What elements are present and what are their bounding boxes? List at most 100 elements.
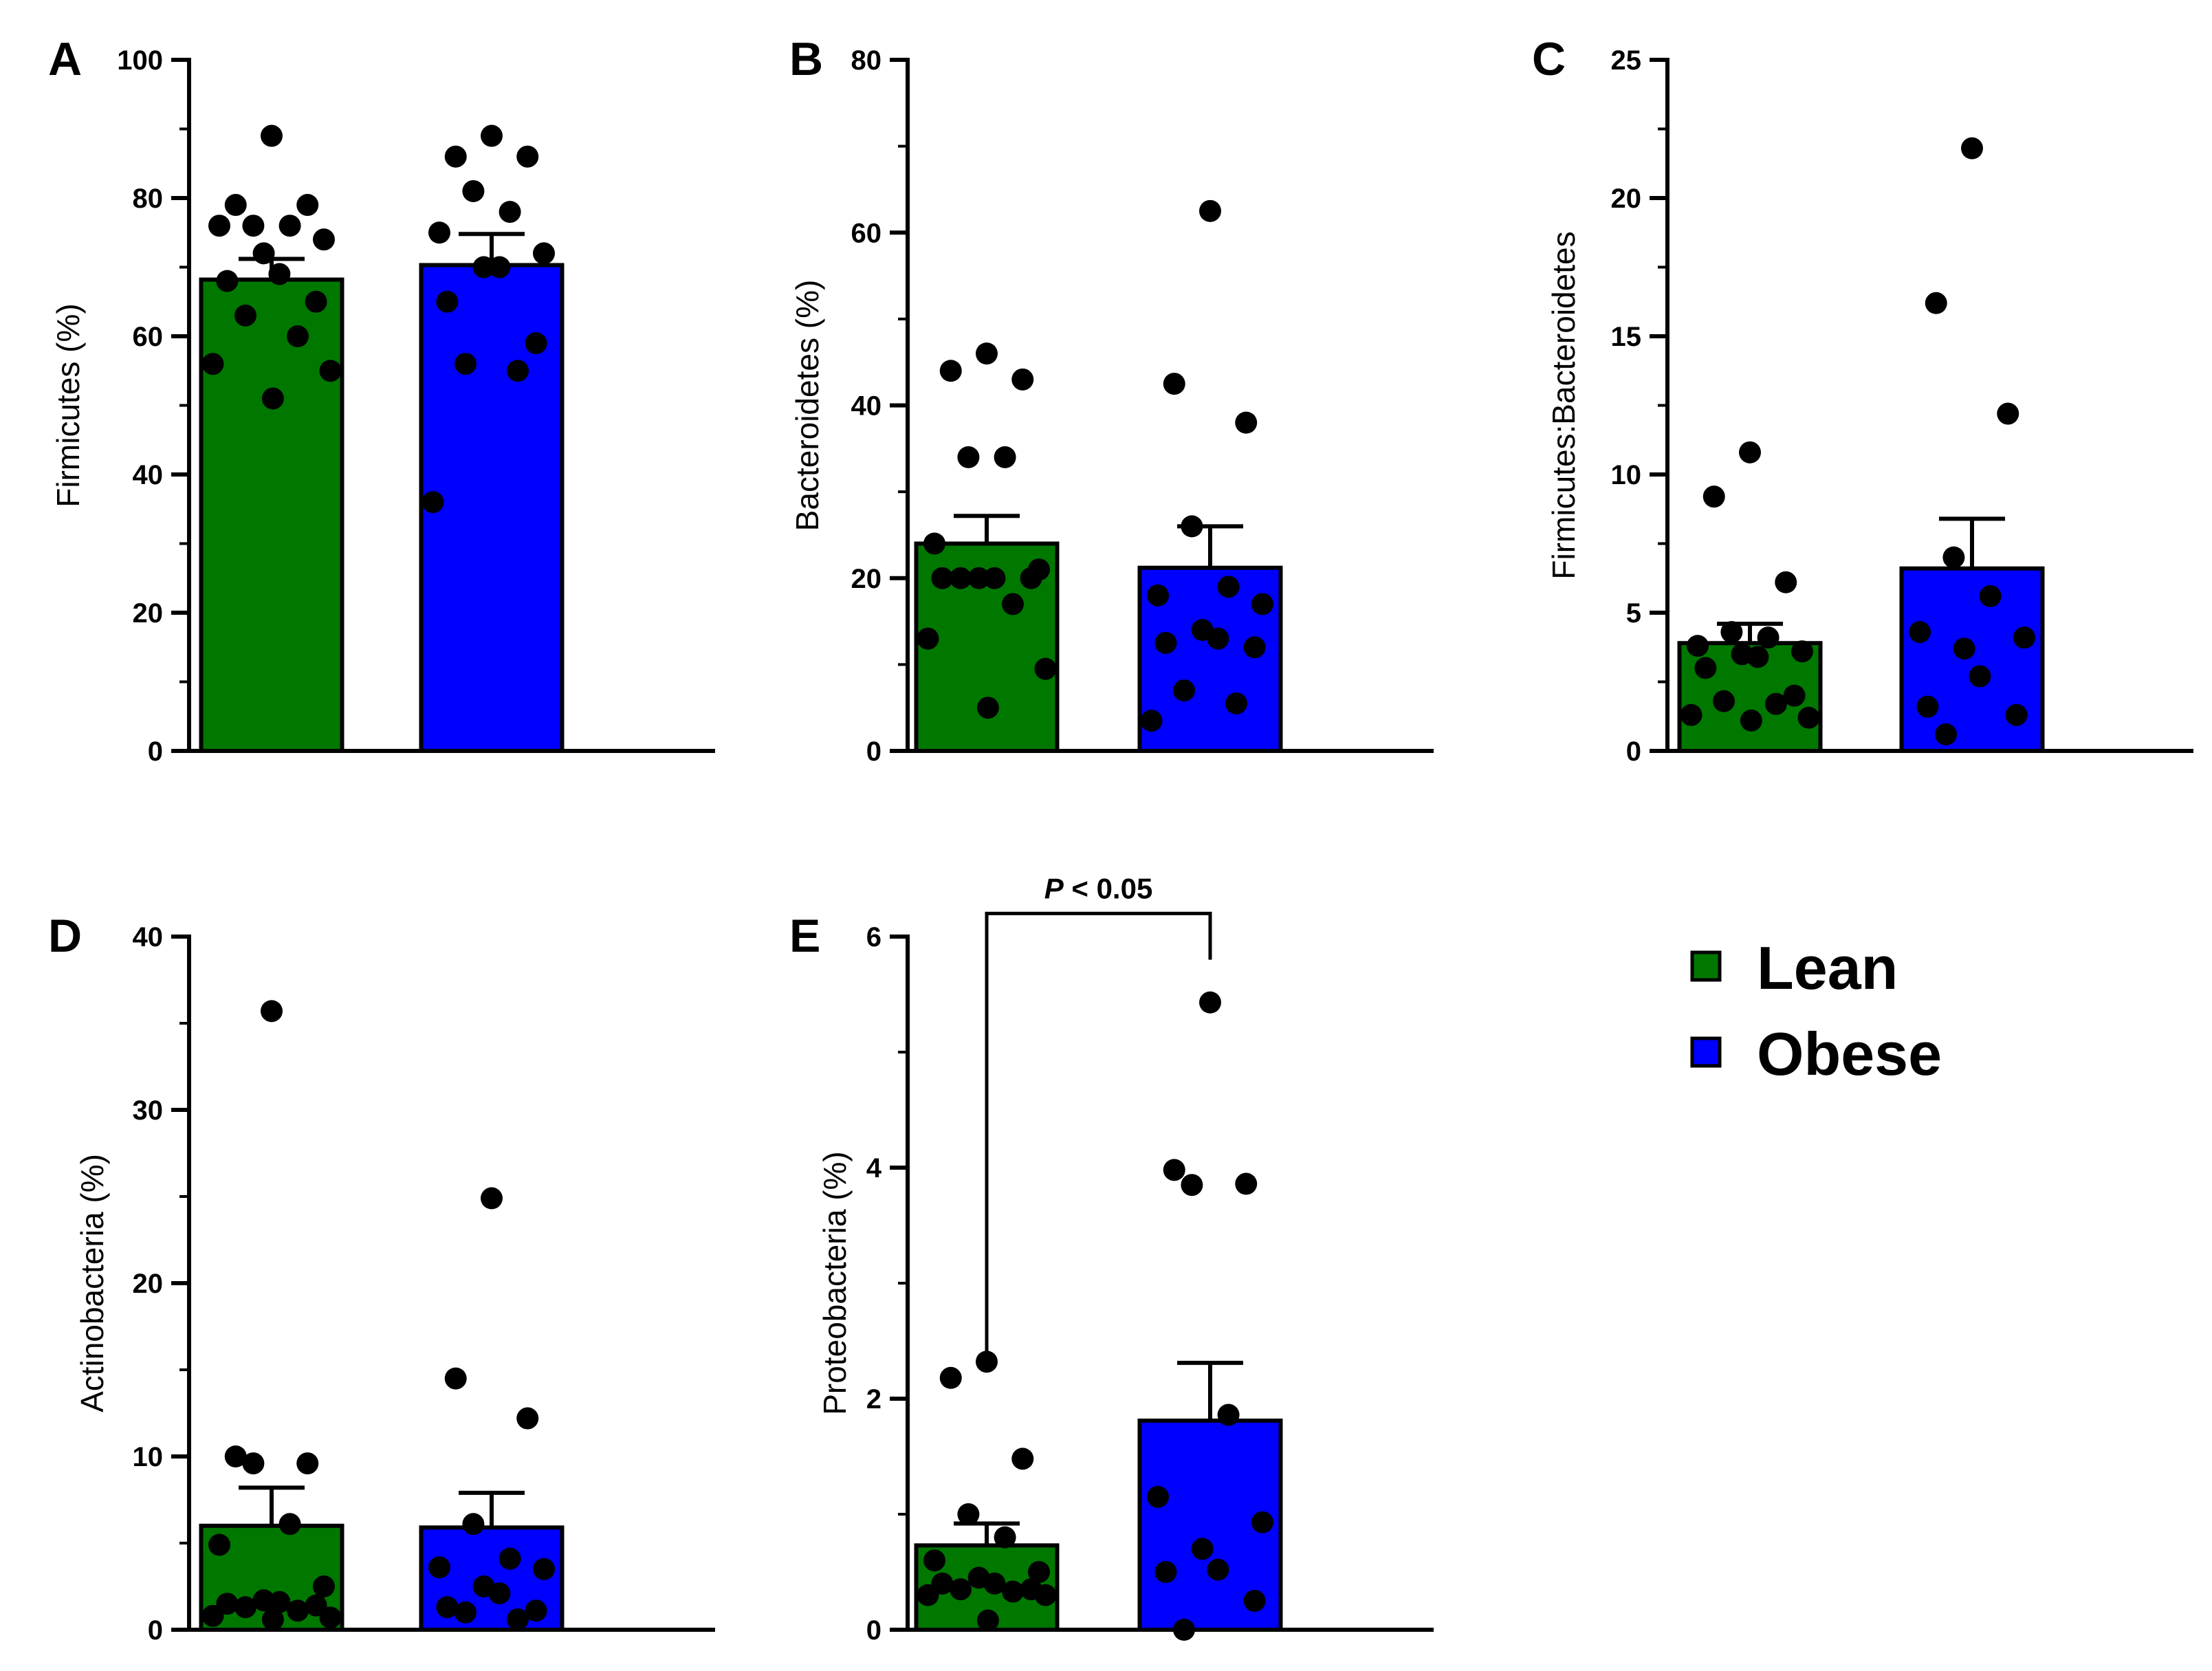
bar-group-lean [199, 124, 344, 753]
data-point-obese [462, 1513, 485, 1536]
data-point-obese [499, 1547, 521, 1570]
data-point-obese [462, 179, 485, 202]
data-point-lean [976, 1609, 999, 1632]
data-point-obese [488, 256, 511, 278]
data-point-obese [1163, 1159, 1185, 1181]
data-point-obese [516, 1407, 539, 1430]
data-point-obese [2005, 703, 2028, 726]
data-point-lean [224, 1445, 247, 1467]
data-point-lean [305, 1594, 327, 1617]
y-axis-label: Bacteroidetes (%) [789, 280, 825, 532]
panel-letter: A [48, 33, 82, 85]
bar-group-obese [1899, 137, 2045, 753]
data-point-obese [1243, 1590, 1266, 1612]
data-point-lean [268, 1591, 291, 1613]
data-point-obese [1154, 631, 1177, 654]
data-point-obese [1199, 991, 1221, 1014]
y-tick-label: 25 [1611, 45, 1642, 76]
panel-e: E Proteobacteria (%) 0 2 4 6 P < 0.05 [789, 872, 1434, 1646]
data-point-lean [208, 215, 230, 237]
data-point-obese [1251, 1511, 1273, 1533]
y-axis-label: Actinobacteria (%) [74, 1154, 110, 1412]
y-tick-label: 6 [866, 922, 881, 952]
data-point-obese [1935, 723, 1957, 745]
y-tick-label: 80 [133, 184, 164, 214]
data-point-obese [525, 332, 547, 355]
data-point-lean [242, 215, 265, 237]
data-point-lean [1757, 626, 1780, 649]
y-tick-label: 4 [866, 1153, 882, 1183]
data-point-lean [1791, 640, 1813, 663]
legend-label-lean: Lean [1757, 934, 1898, 1002]
data-point-lean [1765, 692, 1787, 715]
panel-a: A Firmicutes (%) 0 20 40 60 80 100 [48, 33, 715, 767]
data-point-obese [1916, 695, 1939, 718]
data-point-lean [1011, 1448, 1034, 1470]
data-point-obese [1969, 665, 1991, 688]
bar-group-obese [419, 124, 565, 753]
data-point-lean [287, 325, 309, 347]
y-tick-label: 0 [148, 736, 163, 767]
y-tick-label: 10 [1611, 460, 1642, 490]
data-point-obese [455, 1601, 477, 1624]
data-point-lean [957, 446, 980, 468]
data-point-lean [319, 1606, 342, 1629]
bar-group-lean [914, 342, 1060, 753]
data-point-lean [201, 353, 224, 375]
y-tick-label: 10 [133, 1442, 164, 1472]
bar-group-lean [199, 1000, 344, 1632]
data-point-lean [242, 1452, 265, 1475]
data-point-lean [1797, 706, 1820, 729]
data-point-obese [1181, 515, 1203, 538]
data-point-lean [994, 1526, 1016, 1549]
data-point-obese [507, 360, 529, 382]
data-point-lean [1694, 657, 1717, 679]
data-point-lean [252, 242, 275, 265]
data-point-lean [261, 387, 284, 410]
panel-letter: E [789, 910, 820, 962]
data-point-lean [1687, 635, 1709, 657]
data-point-lean [261, 1608, 284, 1630]
y-tick-label: 40 [133, 460, 164, 490]
data-point-lean [1775, 571, 1797, 593]
panel-letter: B [789, 33, 823, 85]
data-point-lean [1034, 1584, 1057, 1606]
data-point-obese [1235, 411, 1258, 434]
significance-value: < 0.05 [1064, 872, 1153, 904]
data-point-lean [278, 215, 301, 237]
bar-group-lean [914, 1351, 1060, 1632]
data-point-lean [1680, 703, 1702, 726]
data-point-lean [1720, 621, 1743, 644]
data-point-obese [428, 221, 450, 244]
legend-label-obese: Obese [1757, 1020, 1942, 1088]
data-point-lean [201, 1604, 224, 1627]
y-tick-label: 30 [133, 1095, 164, 1126]
data-point-lean [994, 446, 1016, 468]
data-point-obese [1147, 584, 1169, 607]
data-point-lean [216, 270, 239, 292]
y-tick-label: 0 [148, 1615, 163, 1646]
data-point-obese [436, 1596, 459, 1619]
data-point-lean [917, 627, 939, 650]
data-point-obese [455, 353, 477, 375]
data-point-lean [313, 1575, 335, 1597]
panel-letter: C [1532, 33, 1566, 85]
data-point-lean [1034, 657, 1057, 680]
data-point-obese [436, 290, 459, 313]
data-point-obese [1942, 546, 1965, 569]
data-point-lean [1028, 1561, 1050, 1583]
data-point-obese [428, 1556, 450, 1579]
data-point-lean [983, 567, 1006, 589]
y-tick-label: 0 [866, 1615, 881, 1646]
data-point-lean [976, 697, 999, 719]
data-point-lean [1702, 485, 1725, 508]
y-tick-label: 0 [866, 736, 881, 767]
data-point-obese [507, 1608, 529, 1630]
data-point-lean [1020, 567, 1042, 589]
data-point-obese [525, 1599, 547, 1622]
data-point-lean [319, 360, 342, 382]
data-point-lean [268, 263, 291, 285]
data-point-lean [976, 1351, 998, 1373]
data-point-obese [1191, 1538, 1214, 1560]
data-point-lean [224, 194, 247, 217]
